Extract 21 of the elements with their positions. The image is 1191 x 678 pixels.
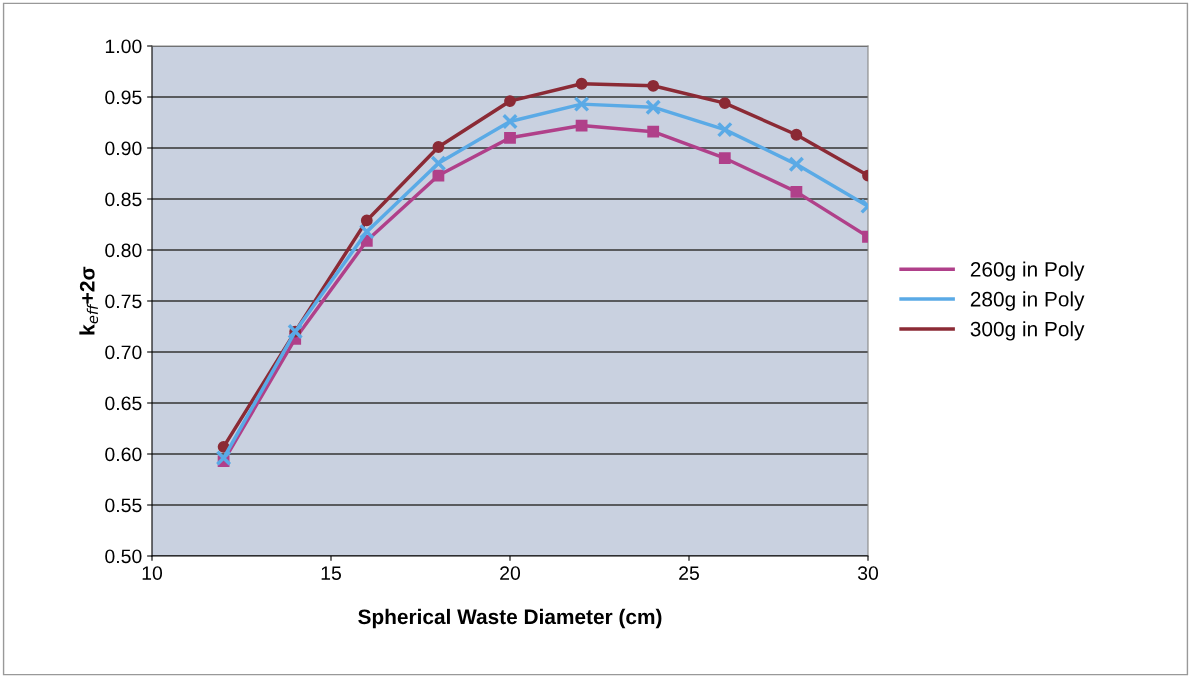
y-axis-title: k$_{eff}$+2σ [79,266,99,335]
x-tick-label: 15 [321,566,341,580]
y-tick-label: 0.80 [105,243,142,258]
legend-label: 300g in Poly [970,321,1085,341]
y-tick-label: 0.85 [105,192,142,207]
x-tick-label: 10 [142,566,163,580]
y-tick-label: 0.70 [105,345,142,360]
y-tick-label: 0.55 [105,498,142,513]
x-tick-label: 25 [679,566,699,580]
legend-label: 280g in Poly [970,291,1085,311]
y-tick-label: 0.50 [105,549,142,564]
y-tick-label: 0.95 [105,90,142,105]
y-tick-label: 1.00 [105,39,142,54]
y-tick-label: 0.75 [105,294,142,309]
legend-label: 260g in Poly [970,261,1085,281]
y-tick-label: 0.90 [105,141,142,156]
y-tick-label: 0.65 [105,396,142,411]
y-tick-label: 0.60 [105,447,142,462]
x-tick-label: 30 [857,566,879,580]
x-axis-title: Spherical Waste Diameter (cm) [358,608,662,629]
x-tick-label: 20 [500,566,521,580]
